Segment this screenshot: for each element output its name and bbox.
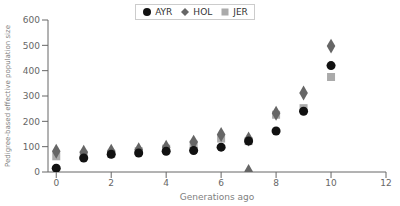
svg-text:Generations ago: Generations ago xyxy=(180,192,255,202)
svg-text:200: 200 xyxy=(23,117,40,127)
html-text:JER: JER xyxy=(233,7,248,17)
html-text:AYR: AYR xyxy=(155,7,173,17)
svg-text:Pedigree-based effective popul: Pedigree-based effective population size xyxy=(8,25,12,167)
svg-text:10: 10 xyxy=(325,178,337,188)
svg-text:0: 0 xyxy=(53,178,59,188)
html-text:HOL: HOL xyxy=(193,7,213,17)
svg-text:4: 4 xyxy=(163,178,169,188)
svg-text:6: 6 xyxy=(218,178,224,188)
svg-text:12: 12 xyxy=(380,178,391,188)
svg-text:8: 8 xyxy=(273,178,279,188)
svg-text:400: 400 xyxy=(23,66,40,76)
svg-text:0: 0 xyxy=(34,167,40,177)
svg-text:100: 100 xyxy=(23,142,40,152)
svg-text:2: 2 xyxy=(108,178,114,188)
svg-text:600: 600 xyxy=(23,15,40,25)
svg-text:300: 300 xyxy=(23,91,40,101)
svg-text:500: 500 xyxy=(23,41,40,51)
